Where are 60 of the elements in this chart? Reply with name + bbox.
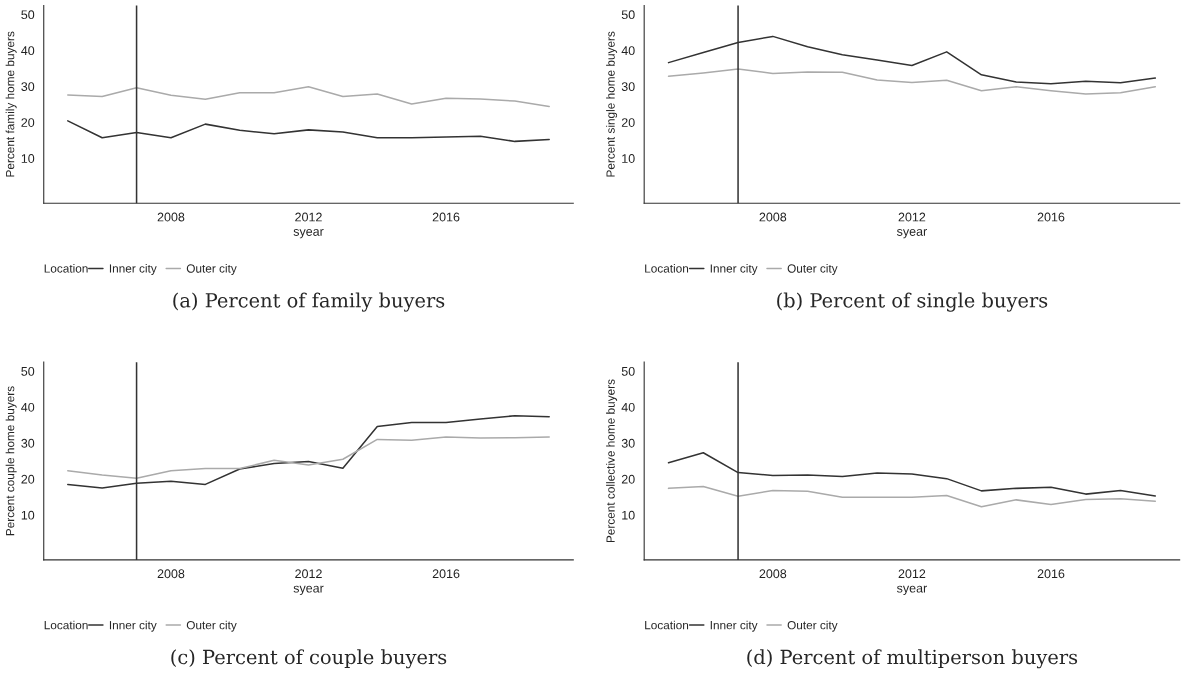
x-tick-label: 2012 xyxy=(898,212,926,222)
text: (b) Percent of single buyers xyxy=(777,292,1048,312)
legend-label: Inner city xyxy=(109,620,157,632)
line-series xyxy=(667,68,1157,95)
y-tick-label: 10 xyxy=(622,510,635,520)
y-tick-label: 20 xyxy=(621,118,635,127)
legend-label: Inner city xyxy=(109,263,157,275)
text: (d) Percent of multiperson buyers xyxy=(747,649,1078,669)
x-tick-label: 2016 xyxy=(432,569,460,579)
legend-label: Outer city xyxy=(787,620,838,632)
line-series xyxy=(667,485,1157,508)
x-tick-label: 2016 xyxy=(1037,569,1065,579)
text: (a) Percent of family buyers xyxy=(173,292,445,312)
y-tick-label: 10 xyxy=(21,510,35,520)
legend-label: Inner city xyxy=(710,620,758,632)
legend-label: Outer city xyxy=(186,263,237,275)
x-tick-label: 2016 xyxy=(1037,212,1065,222)
y-tick-label: 40 xyxy=(21,46,35,56)
y-tick-label: 40 xyxy=(21,402,35,412)
y-tick-label: 40 xyxy=(621,402,635,412)
y-tick-label: 10 xyxy=(21,154,35,163)
line-series xyxy=(67,436,550,480)
x-tick-label: 2008 xyxy=(759,569,787,579)
legend-title: Location xyxy=(44,620,88,630)
y-tick-label: 40 xyxy=(621,46,635,56)
y-tick-label: 50 xyxy=(621,10,635,20)
legend-label: Outer city xyxy=(186,620,237,632)
legend-label: Inner city xyxy=(710,263,758,275)
y-tick-label: 30 xyxy=(621,82,635,92)
y-tick-label: 50 xyxy=(621,366,635,376)
y-tick-label: 30 xyxy=(21,82,35,92)
y-tick-label: 30 xyxy=(621,438,635,448)
x-axis-title: syear xyxy=(293,229,324,239)
x-tick-label: 2012 xyxy=(898,569,926,579)
y-axis-title: Percent family home buyers xyxy=(5,31,17,177)
y-tick-label: 20 xyxy=(21,118,35,127)
y-tick-label: 20 xyxy=(621,474,635,484)
x-tick-label: 2016 xyxy=(432,212,460,222)
x-tick-label: 2012 xyxy=(295,569,322,579)
x-tick-label: 2012 xyxy=(295,212,322,222)
y-axis-title: Percent single home buyers xyxy=(606,31,618,177)
legend-title: Location xyxy=(645,263,689,273)
line-series xyxy=(67,85,550,108)
y-tick-label: 50 xyxy=(21,10,35,20)
x-axis-title: syear xyxy=(896,585,927,596)
y-tick-label: 20 xyxy=(21,474,35,484)
text: (c) Percent of couple buyers xyxy=(171,649,447,669)
y-axis-title: Percent collective home buyers xyxy=(606,379,618,543)
legend-title: Location xyxy=(44,263,88,273)
y-tick-label: 30 xyxy=(21,438,35,448)
x-tick-label: 2008 xyxy=(157,569,185,579)
x-axis-title: syear xyxy=(293,585,324,596)
y-tick-label: 50 xyxy=(21,366,35,376)
x-tick-label: 2008 xyxy=(157,212,185,222)
x-tick-label: 2008 xyxy=(759,212,787,222)
y-tick-label: 10 xyxy=(622,154,635,163)
legend-label: Outer city xyxy=(787,263,838,275)
y-axis-title: Percent couple home buyers xyxy=(5,386,17,536)
legend-title: Location xyxy=(645,620,689,630)
x-axis-title: syear xyxy=(896,229,927,239)
